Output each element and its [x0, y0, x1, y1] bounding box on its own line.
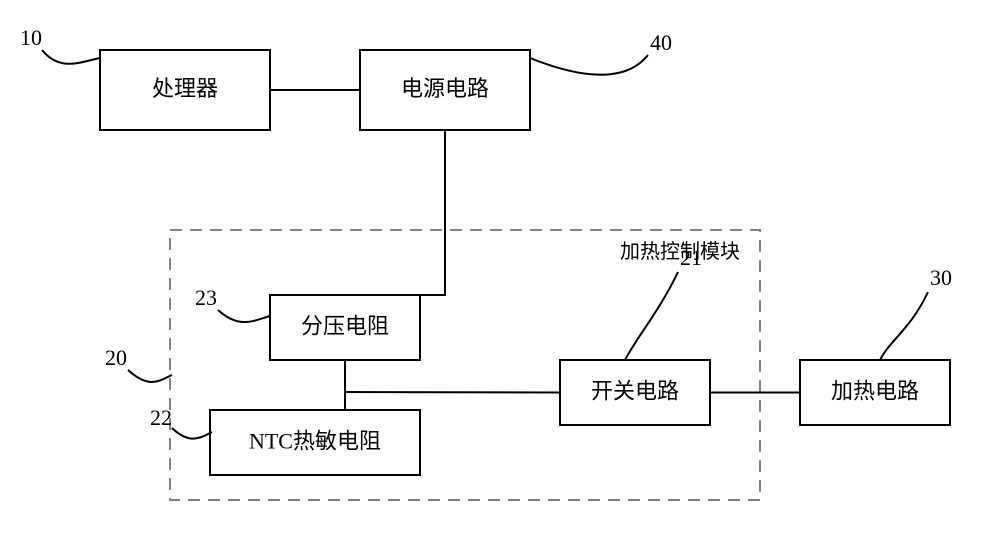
ref-23: 23: [195, 285, 217, 310]
ref-22: 22: [150, 405, 172, 430]
ref-40: 40: [650, 30, 672, 55]
ref-20: 20: [105, 345, 127, 370]
ref-30: 30: [930, 265, 952, 290]
box-label-ntc: NTC热敏电阻: [249, 429, 381, 454]
ref-10: 10: [20, 25, 42, 50]
box-label-switch: 开关电路: [591, 379, 679, 404]
box-label-divider: 分压电阻: [301, 314, 389, 339]
box-label-power: 电源电路: [401, 76, 489, 101]
ref-21: 21: [680, 245, 702, 270]
box-label-processor: 处理器: [152, 76, 218, 101]
connection-3: [345, 392, 560, 393]
box-label-heater: 加热电路: [831, 379, 919, 404]
canvas-bg: [0, 0, 1000, 550]
